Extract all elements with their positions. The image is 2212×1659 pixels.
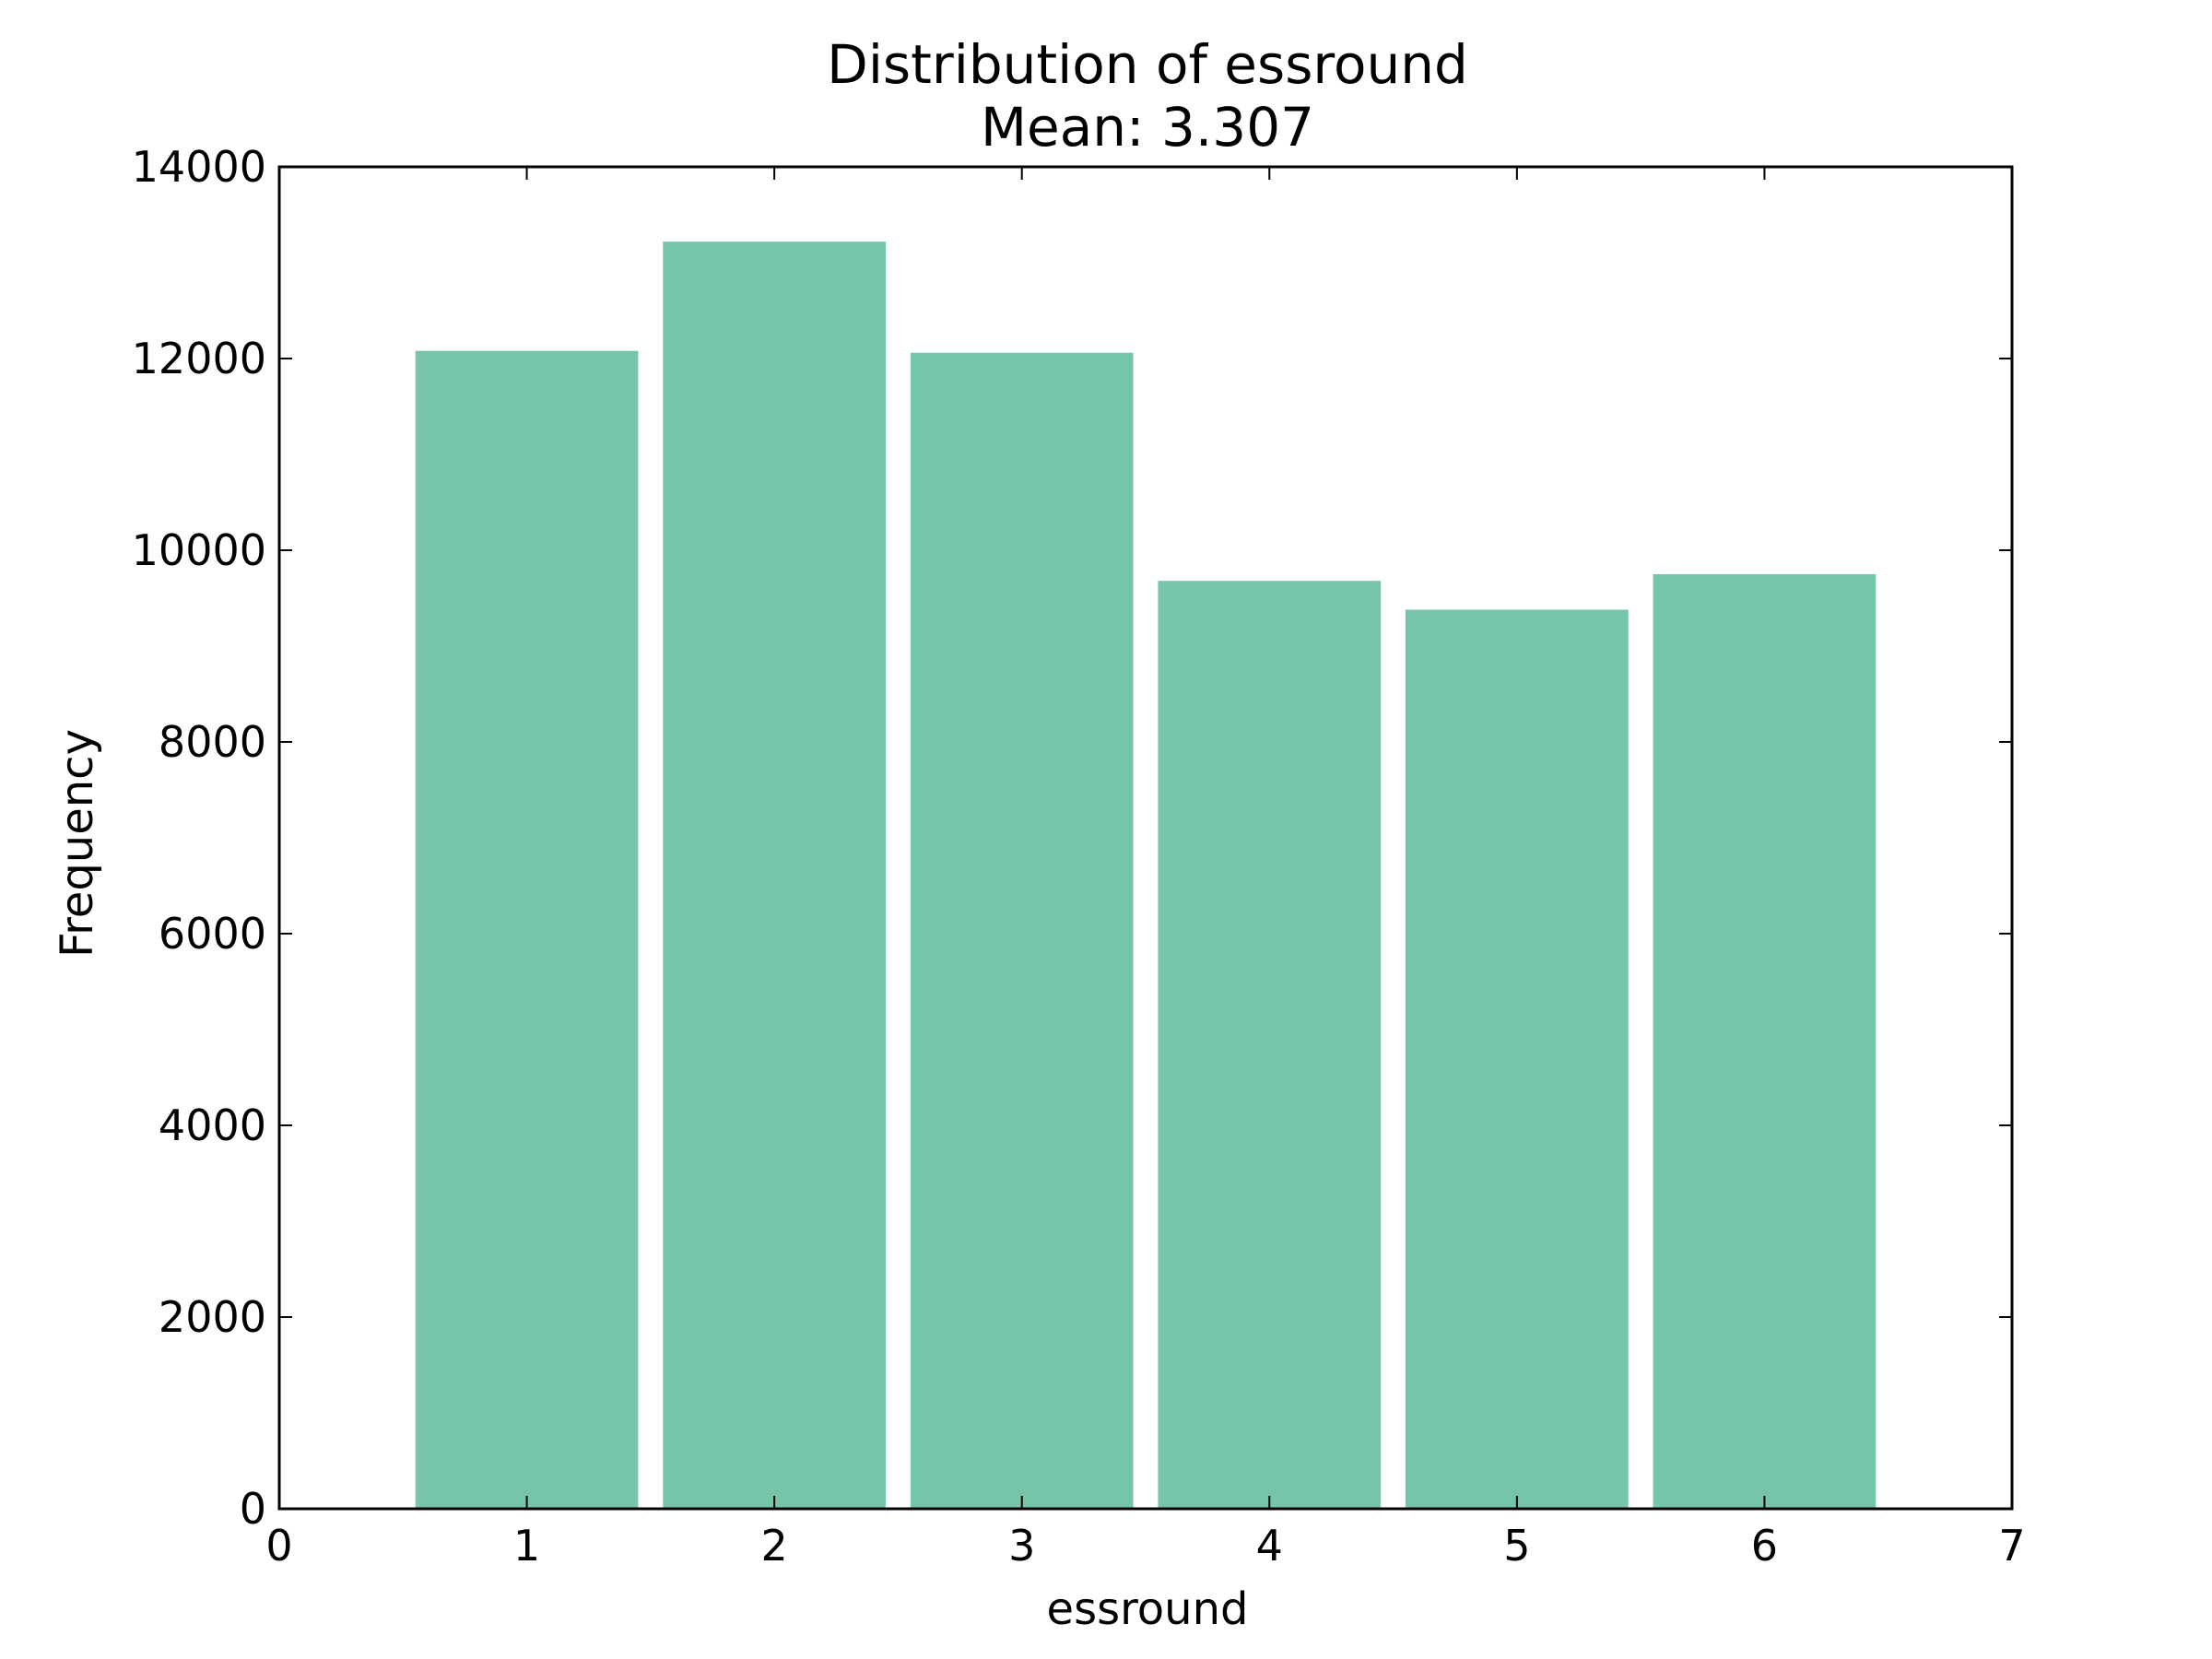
y-tick-label: 12000 [132,334,266,383]
bars-group [415,241,1877,1510]
x-tick-label: 4 [1256,1521,1283,1571]
ticks-group: 0 1 2 3 4 5 6 7 0 2000 4000 6000 8000 10000 12000 14000 [132,142,2026,1571]
plot-frame [277,165,2014,1511]
x-tick-label: 7 [1998,1521,2025,1571]
bar-5 [1406,609,1629,1509]
y-tick-label: 10000 [132,525,266,575]
x-tick-label: 5 [1503,1521,1530,1571]
y-axis-title: Frequency [52,729,103,958]
x-tick-label: 2 [761,1521,788,1571]
bar-4 [1158,581,1382,1509]
chart-subtitle: Mean: 3.307 [981,96,1314,159]
y-tick-label: 4000 [159,1100,266,1150]
y-tick-label: 6000 [159,909,266,959]
bar-2 [663,241,886,1509]
x-tick-label: 0 [265,1521,292,1571]
x-axis-title: essround [1047,1583,1249,1635]
chart-title: Distribution of essround [827,33,1468,96]
bar-1 [415,350,639,1510]
y-tick-label: 8000 [159,717,266,767]
x-tick-label: 3 [1008,1521,1035,1571]
y-tick-label: 0 [240,1484,266,1534]
x-tick-label: 6 [1751,1521,1778,1571]
x-tick-label: 1 [513,1521,540,1571]
y-tick-label: 14000 [132,142,266,192]
y-tick-label: 2000 [159,1292,266,1342]
bar-6 [1653,574,1877,1509]
bar-3 [910,352,1134,1509]
